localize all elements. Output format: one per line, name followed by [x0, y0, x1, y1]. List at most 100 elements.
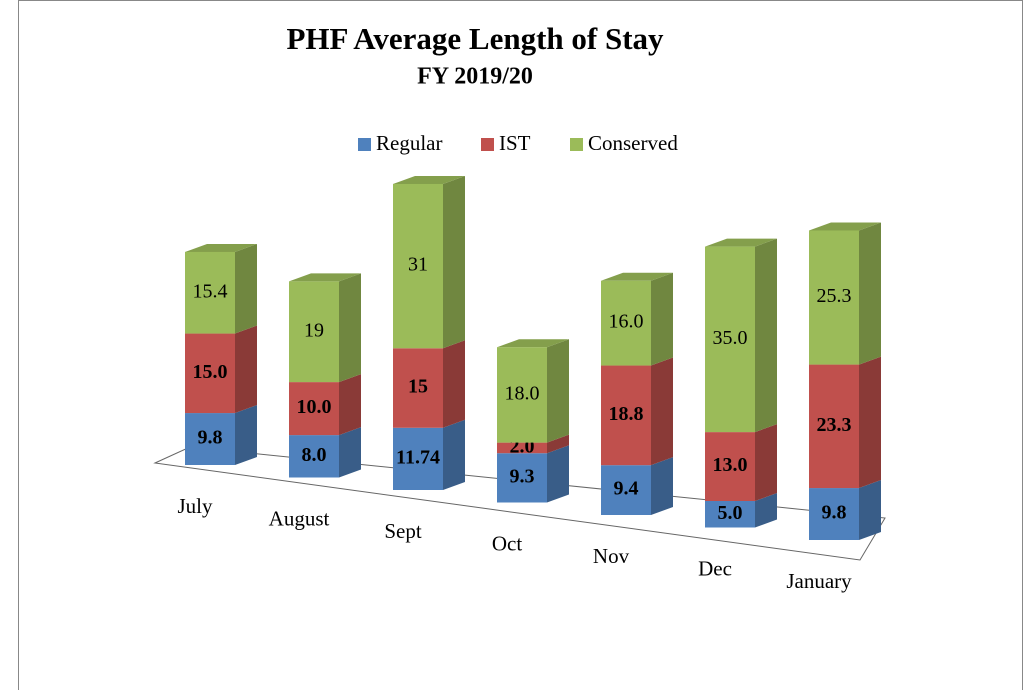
- bar-front: [601, 365, 651, 466]
- legend-label: Conserved: [588, 131, 678, 155]
- bar-side: [859, 222, 881, 365]
- data-label: 9.3: [510, 465, 535, 487]
- bar-segment: [393, 175, 465, 349]
- bar-front: [497, 453, 547, 503]
- data-label: 31: [408, 254, 428, 276]
- data-label: 9.8: [822, 502, 847, 524]
- bar-segment: [289, 374, 361, 436]
- data-label: 18.0: [505, 383, 540, 405]
- bar-side: [651, 457, 673, 515]
- x-tick-label: January: [786, 569, 852, 593]
- data-label: 15: [408, 376, 428, 398]
- legend-swatch: [570, 138, 583, 151]
- x-tick-label: August: [269, 506, 330, 530]
- data-label: 23.3: [817, 414, 852, 436]
- bar-segment: [497, 434, 569, 454]
- bar-segment: [393, 419, 465, 490]
- bar-front: [601, 280, 651, 366]
- bar-side: [443, 419, 465, 490]
- bar-top: [393, 175, 465, 184]
- bar-side: [235, 325, 257, 414]
- bar-side: [443, 340, 465, 428]
- bar-front: [289, 281, 339, 383]
- bar-segment: [185, 243, 257, 334]
- data-label: 15.0: [193, 361, 228, 383]
- legend-label: IST: [499, 131, 531, 155]
- bar-front: [289, 435, 339, 478]
- bar-side: [235, 243, 257, 334]
- bar-segment: [185, 405, 257, 465]
- bar-segment: [393, 340, 465, 428]
- bar-top: [497, 339, 569, 348]
- data-label: 25.3: [817, 285, 852, 307]
- bar-segment: [809, 480, 881, 540]
- bar-side: [651, 357, 673, 466]
- data-label: 10.0: [297, 396, 332, 418]
- bar-front: [705, 432, 755, 501]
- bar-front: [705, 501, 755, 528]
- bar-segment: [289, 427, 361, 478]
- data-label: 15.4: [193, 280, 228, 302]
- legend-swatch: [481, 138, 494, 151]
- bar-segment: [601, 272, 673, 366]
- bar-side: [859, 356, 881, 489]
- bar-side: [859, 480, 881, 540]
- bar-segment: [601, 457, 673, 515]
- bar-top: [705, 238, 777, 247]
- bar-front: [393, 183, 443, 349]
- data-label: 9.8: [198, 427, 223, 449]
- bar-front: [393, 427, 443, 490]
- legend-swatch: [358, 138, 371, 151]
- bar-side: [235, 405, 257, 465]
- data-label: 9.4: [614, 478, 639, 500]
- bar-top: [601, 272, 673, 281]
- bar-front: [705, 246, 755, 433]
- bar-side: [755, 238, 777, 433]
- x-tick-label: July: [177, 494, 213, 518]
- bar-side: [339, 427, 361, 478]
- bar-side: [651, 272, 673, 366]
- x-tick-label: Nov: [593, 544, 630, 568]
- bar-front: [809, 230, 859, 365]
- x-tick-label: Oct: [492, 531, 522, 555]
- data-label: 35.0: [713, 327, 748, 349]
- data-label: 11.74: [396, 446, 440, 468]
- bar-front: [809, 364, 859, 489]
- bar-segment: [705, 424, 777, 501]
- data-label: 18.8: [609, 403, 644, 425]
- x-tick-label: Dec: [698, 556, 732, 580]
- bar-front: [185, 251, 235, 334]
- bar-front: [393, 348, 443, 428]
- bar-front: [289, 382, 339, 436]
- bar-segment: [705, 493, 777, 528]
- bar-segment: [289, 273, 361, 383]
- bar-side: [547, 434, 569, 454]
- legend-label: Regular: [376, 131, 442, 155]
- bar-segment: [497, 445, 569, 503]
- chart-subtitle: FY 2019/20: [417, 64, 533, 90]
- chart-title: PHF Average Length of Stay: [286, 21, 664, 56]
- bar-segment: [705, 238, 777, 433]
- bar-segment: [809, 356, 881, 489]
- bar-segment: [601, 357, 673, 466]
- bar-top: [809, 222, 881, 231]
- bar-side: [443, 175, 465, 349]
- bar-top: [289, 273, 361, 282]
- data-label: 16.0: [609, 311, 644, 333]
- data-label: 19: [304, 319, 324, 341]
- data-label: 13.0: [713, 454, 748, 476]
- bar-front: [185, 333, 235, 414]
- bar-side: [339, 273, 361, 383]
- data-label: 8.0: [302, 444, 327, 466]
- x-tick-label: Sept: [384, 519, 422, 543]
- bar-segment: [185, 325, 257, 414]
- bar-side: [339, 374, 361, 436]
- bar-side: [755, 424, 777, 501]
- bar-segment: [497, 339, 569, 443]
- bar-side: [755, 493, 777, 528]
- bar-front: [809, 488, 859, 540]
- bar-top: [185, 243, 257, 252]
- bar-side: [547, 339, 569, 443]
- bar-front: [601, 465, 651, 515]
